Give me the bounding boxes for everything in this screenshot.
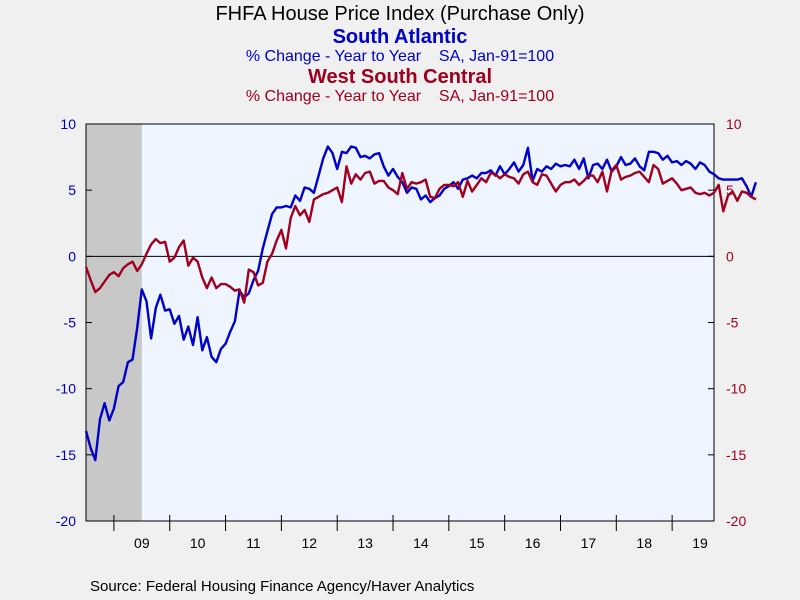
- x-axis-tick-label: 15: [469, 535, 485, 551]
- x-axis-tick-label: 16: [525, 535, 541, 551]
- left-axis-tick-label: -5: [64, 315, 77, 331]
- series-1-title: South Atlantic: [332, 26, 468, 48]
- recession-band: [86, 124, 142, 521]
- right-axis-tick-label: -5: [726, 315, 739, 331]
- source-note: Source: Federal Housing Finance Agency/H…: [90, 578, 475, 595]
- right-axis-tick-label: -10: [726, 381, 746, 397]
- left-axis-tick-label: -20: [56, 513, 76, 529]
- x-axis-tick-label: 10: [190, 535, 206, 551]
- x-axis-tick-label: 11: [246, 535, 261, 551]
- left-axis-tick-label: 10: [60, 116, 76, 132]
- left-axis-tick-label: 5: [68, 182, 76, 198]
- right-axis-tick-label: 5: [726, 182, 734, 198]
- x-axis-tick-label: 13: [357, 535, 373, 551]
- chart-title: FHFA House Price Index (Purchase Only): [215, 3, 585, 25]
- x-axis-tick-label: 18: [636, 535, 652, 551]
- left-axis-tick-label: -15: [56, 447, 76, 463]
- x-axis-tick-label: 19: [692, 535, 708, 551]
- series-2-title: West South Central: [307, 66, 493, 88]
- x-axis-tick-label: 14: [413, 535, 429, 551]
- right-axis-tick-label: -15: [726, 447, 746, 463]
- series-line-2: [84, 163, 757, 304]
- x-axis-tick-label: 17: [581, 535, 597, 551]
- right-axis-tick-label: -20: [726, 513, 746, 529]
- x-axis-tick-label: 12: [301, 535, 317, 551]
- right-axis-tick-label: 10: [726, 116, 742, 132]
- title-block: FHFA House Price Index (Purchase Only) S…: [0, 0, 800, 106]
- right-axis-tick-label: 0: [726, 248, 734, 264]
- series-2-subtitle: % Change - Year to Year SA, Jan-91=100: [245, 88, 555, 105]
- left-axis-tick-label: 0: [68, 248, 76, 264]
- plot-area: [86, 124, 714, 521]
- x-axis-tick-label: 09: [134, 535, 150, 551]
- left-axis-tick-label: -10: [56, 381, 76, 397]
- series-1-subtitle: % Change - Year to Year SA, Jan-91=100: [245, 48, 555, 65]
- series-line-1: [84, 145, 758, 462]
